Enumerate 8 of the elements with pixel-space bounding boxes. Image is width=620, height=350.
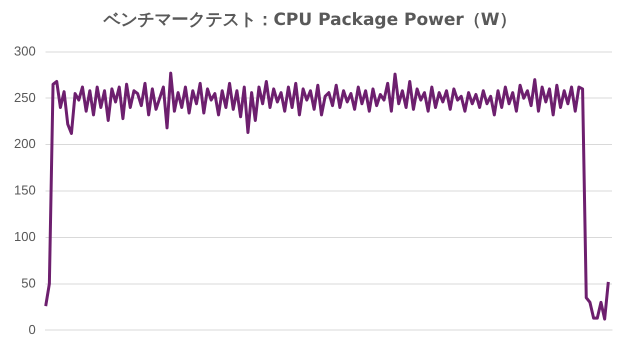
y-tick-label: 0 bbox=[28, 322, 36, 337]
y-tick-label: 50 bbox=[21, 275, 36, 290]
chart-title: ベンチマークテスト：CPU Package Power（W） bbox=[102, 9, 518, 32]
y-tick-label: 250 bbox=[14, 90, 36, 105]
y-tick-label: 150 bbox=[14, 182, 36, 198]
y-tick-label: 300 bbox=[14, 43, 36, 58]
y-tick-label: 200 bbox=[14, 136, 36, 152]
y-tick-label: 100 bbox=[14, 228, 36, 244]
